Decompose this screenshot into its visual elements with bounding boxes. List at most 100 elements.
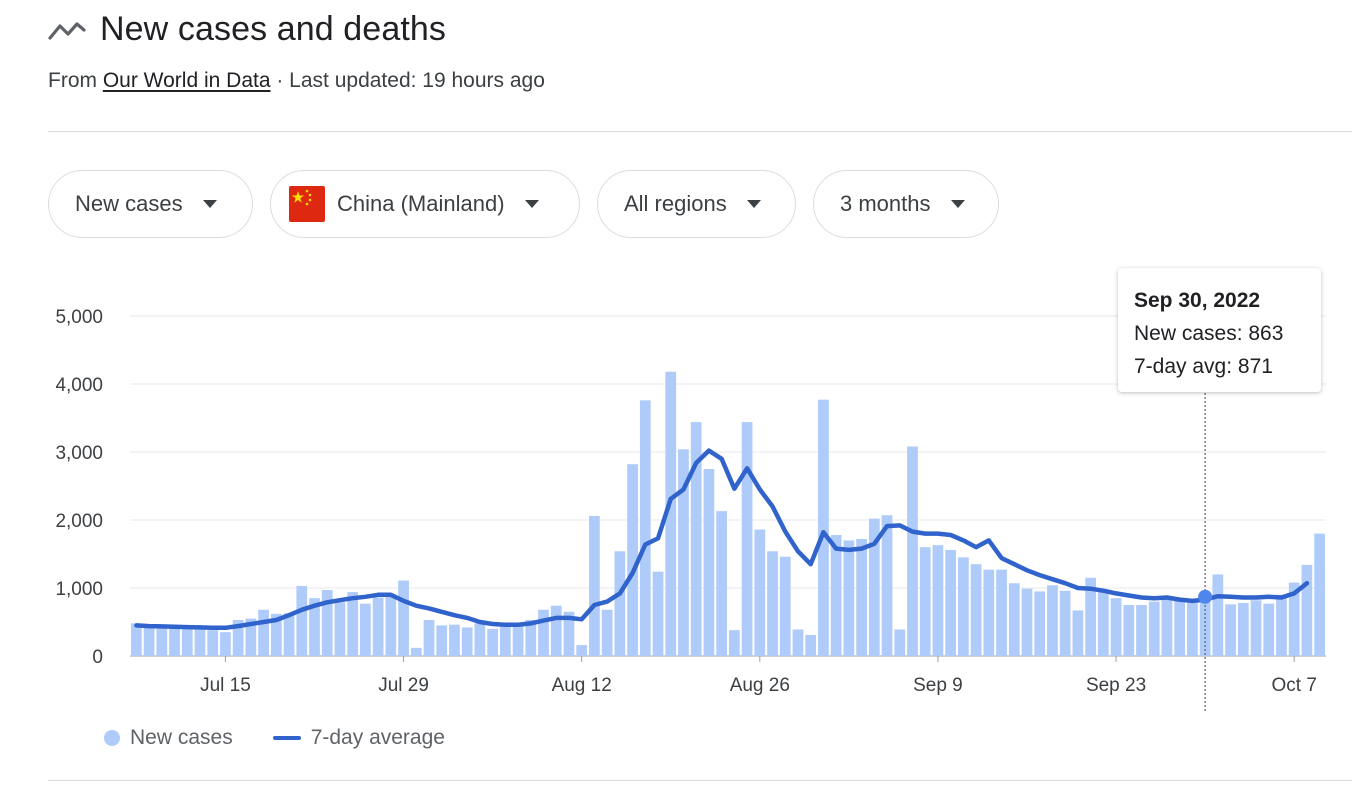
new-cases-bar — [843, 540, 855, 656]
cases-chart[interactable]: 0 1,000 2,000 3,000 4,000 5,000 Jul 15 Jul 29 A… — [0, 250, 1360, 720]
new-cases-bar — [678, 449, 689, 656]
new-cases-bar — [983, 569, 995, 656]
x-tick-label: Aug 12 — [552, 675, 612, 696]
new-cases-bar — [665, 371, 677, 656]
new-cases-bar — [830, 534, 842, 656]
new-cases-bar — [1136, 605, 1147, 656]
new-cases-bar — [525, 619, 537, 656]
region-dropdown[interactable]: All regions — [597, 170, 796, 238]
new-cases-bar — [296, 585, 308, 656]
new-cases-bar — [589, 515, 600, 656]
trending-line-icon — [48, 21, 86, 40]
y-tick-label: 5,000 — [55, 307, 103, 328]
range-dropdown-label: 3 months — [840, 191, 931, 216]
new-cases-bar — [1199, 601, 1211, 656]
new-cases-bar — [461, 627, 473, 656]
legend-bar-swatch — [104, 730, 120, 746]
new-cases-bar — [627, 464, 638, 656]
new-cases-bar — [703, 469, 715, 656]
new-cases-bar — [1085, 577, 1096, 656]
legend-line-label: 7-day average — [310, 726, 445, 749]
x-tick-label: Sep 9 — [913, 675, 963, 696]
new-cases-bar — [538, 609, 549, 656]
new-cases-bar — [792, 629, 804, 656]
seven-day-average-line — [134, 448, 1310, 631]
y-axis-labels: 0 1,000 2,000 3,000 4,000 5,000 — [55, 307, 103, 668]
chart-legend: New cases 7-day average — [104, 726, 445, 750]
y-tick-label: 4,000 — [55, 375, 103, 396]
legend-line-swatch — [272, 736, 301, 740]
new-cases-bar — [410, 647, 422, 656]
new-cases-bar — [245, 618, 257, 656]
new-cases-bar — [818, 399, 829, 656]
new-cases-bar — [907, 446, 918, 656]
country-dropdown-label: China (Mainland) — [337, 191, 505, 216]
y-tick-label: 2,000 — [55, 511, 103, 532]
card-title: New cases and deaths — [100, 10, 446, 48]
data-tooltip: Sep 30, 2022 New cases: 863 7-day avg: 8… — [1118, 268, 1321, 392]
new-cases-bar — [1072, 610, 1084, 656]
new-cases-bar — [131, 623, 142, 656]
new-cases-bar — [1225, 604, 1236, 656]
country-dropdown[interactable]: China (Mainland) — [270, 170, 580, 238]
hover-point-marker — [1198, 589, 1213, 604]
new-cases-bar — [1110, 598, 1122, 656]
new-cases-bar — [970, 564, 982, 656]
new-cases-bar — [958, 557, 969, 656]
new-cases-bar — [309, 598, 320, 656]
new-cases-bar — [1212, 574, 1224, 656]
new-cases-bar — [449, 624, 460, 656]
new-cases-bar — [194, 628, 206, 656]
region-dropdown-label: All regions — [624, 191, 727, 216]
new-cases-bar — [576, 645, 588, 656]
new-cases-bar — [512, 625, 524, 656]
new-cases-bar — [1047, 585, 1058, 656]
new-cases-bar — [919, 547, 931, 656]
new-cases-bar — [881, 515, 893, 656]
new-cases-bar — [652, 571, 664, 656]
new-cases-bar — [207, 630, 219, 656]
new-cases-bar — [143, 626, 155, 656]
new-cases-bar — [945, 549, 957, 656]
new-cases-bar — [996, 569, 1007, 656]
new-cases-bar — [398, 580, 409, 656]
new-cases-bar — [436, 625, 448, 656]
metric-dropdown[interactable]: New cases — [48, 170, 253, 238]
y-tick-label: 3,000 — [55, 443, 103, 464]
china-flag-icon — [289, 186, 325, 222]
new-cases-bar — [716, 511, 727, 656]
legend-bars-label: New cases — [130, 726, 233, 749]
caret-down-icon — [746, 200, 761, 208]
new-cases-bar — [1174, 600, 1186, 656]
new-cases-bar — [1187, 602, 1198, 656]
caret-down-icon — [524, 200, 539, 208]
new-cases-bar — [614, 551, 626, 656]
new-cases-bar — [321, 590, 333, 656]
y-tick-label: 1,000 — [55, 579, 103, 600]
new-cases-bar — [767, 551, 778, 656]
new-cases-bar — [1008, 583, 1020, 656]
new-cases-bar — [156, 627, 168, 656]
bottom-divider — [48, 780, 1352, 781]
new-cases-bar — [220, 632, 231, 656]
new-cases-bar — [1059, 590, 1071, 656]
x-tick-label: Jul 15 — [200, 675, 251, 696]
new-cases-bar — [181, 627, 193, 656]
new-cases-bar — [423, 619, 435, 656]
new-cases-bar — [601, 609, 613, 656]
new-cases-bar — [779, 556, 791, 656]
last-updated-text: · Last updated: 19 hours ago — [276, 69, 545, 92]
new-cases-bar — [372, 597, 384, 656]
new-cases-bar — [1288, 582, 1300, 656]
source-link[interactable]: Our World in Data — [102, 69, 271, 92]
new-cases-bar — [639, 400, 651, 656]
tooltip-average: 7-day avg: 871 — [1134, 355, 1273, 378]
new-cases-bar — [868, 518, 880, 656]
new-cases-bar — [1148, 601, 1160, 656]
range-dropdown[interactable]: 3 months — [813, 170, 999, 238]
new-cases-bar — [258, 609, 269, 656]
caret-down-icon — [202, 200, 217, 208]
new-cases-bar — [1276, 594, 1287, 656]
new-cases-bar — [1097, 589, 1109, 656]
new-cases-bar — [1237, 602, 1249, 656]
